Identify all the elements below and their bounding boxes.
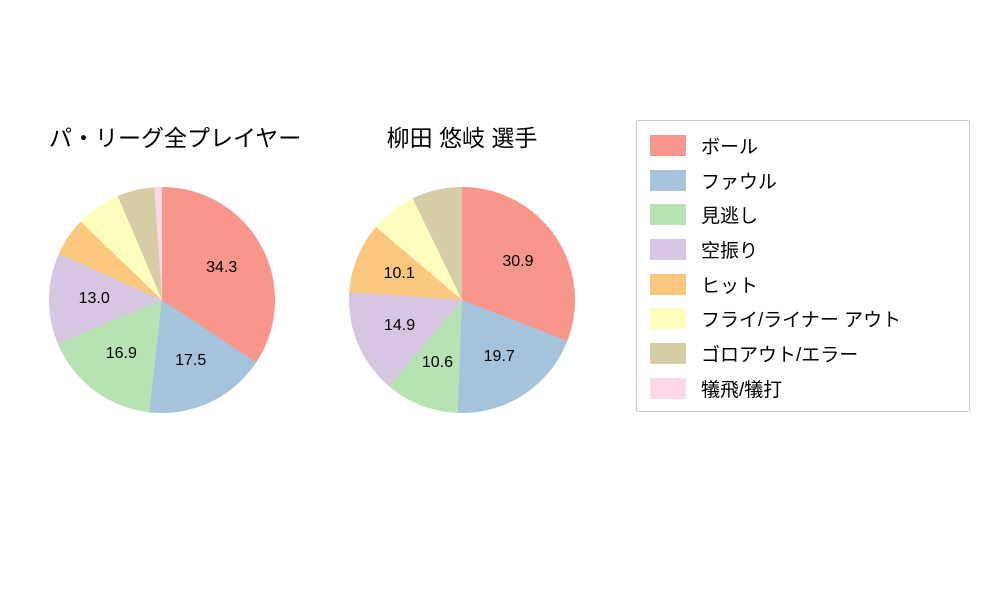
legend-label: フライ/ライナー アウト — [701, 310, 902, 332]
legend-swatch — [650, 308, 686, 330]
legend-label: 犠飛/犠打 — [701, 379, 783, 401]
slice-value-label: 17.5 — [175, 352, 207, 370]
legend-swatch — [650, 238, 686, 260]
slice-value-label: 30.9 — [502, 252, 534, 270]
legend-label: 見逃し — [701, 206, 759, 228]
legend-item: 犠飛/犠打 — [637, 371, 969, 406]
pie-chart-league: 34.3 17.5 16.9 13.0 — [49, 187, 275, 413]
legend-label: 空振り — [701, 240, 759, 262]
legend-swatch — [650, 169, 686, 191]
legend-swatch — [650, 273, 686, 295]
slice-value-label: 19.7 — [483, 347, 515, 365]
legend-swatch — [650, 134, 686, 156]
legend-label: ファウル — [701, 171, 778, 193]
slice-value-label: 14.9 — [383, 317, 416, 335]
legend-swatch — [650, 377, 686, 399]
legend-label: ヒット — [701, 275, 759, 297]
legend-item: ファウル — [637, 163, 969, 198]
slice-value-label: 13.0 — [78, 290, 110, 308]
slice-value-label: 10.6 — [421, 354, 454, 372]
legend-item: ゴロアウト/エラー — [637, 336, 969, 371]
legend-item: フライ/ライナー アウト — [637, 301, 969, 336]
pie-title-league: パ・リーグ全プレイヤー — [49, 125, 302, 151]
pie-block-player: 柳田 悠岐 選手 30.9 19.7 10.6 14.9 10.1 — [349, 124, 575, 413]
legend-item: ヒット — [637, 267, 969, 302]
legend-item: ボール — [637, 128, 969, 163]
legend-swatch — [650, 204, 686, 226]
pie-chart-player: 30.9 19.7 10.6 14.9 10.1 — [349, 187, 575, 413]
slice-value-label: 16.9 — [105, 345, 137, 363]
pie-block-league: パ・リーグ全プレイヤー 34.3 17.5 16.9 13.0 — [49, 124, 302, 413]
legend-label: ゴロアウト/エラー — [701, 344, 859, 366]
slice-value-label: 34.3 — [206, 258, 238, 276]
legend-swatch — [650, 342, 686, 364]
slice-value-label: 10.1 — [383, 265, 415, 283]
legend-item: 見逃し — [637, 197, 969, 232]
legend-label: ボール — [701, 136, 759, 158]
legend: ボールファウル見逃し空振りヒットフライ/ライナー アウト ゴロアウト/エラー 犠飛/… — [636, 120, 970, 412]
legend-item: 空振り — [637, 232, 969, 267]
pie-title-player: 柳田 悠岐 選手 — [386, 125, 538, 151]
